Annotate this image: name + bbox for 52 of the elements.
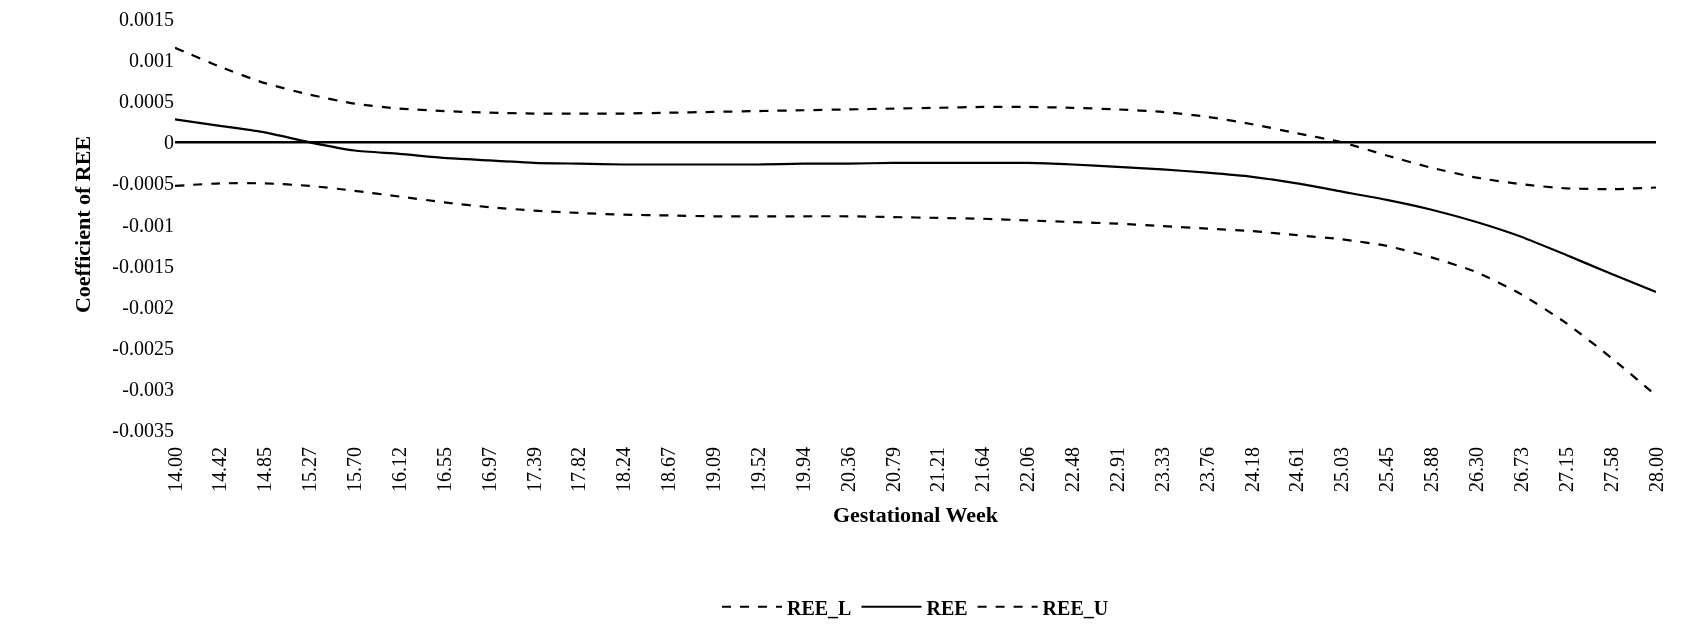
x-tick-label: 14.85 xyxy=(253,447,276,492)
y-tick-label: -0.002 xyxy=(122,295,174,318)
y-tick-label: 0.0005 xyxy=(119,90,174,113)
y-tick-label: -0.0005 xyxy=(112,172,174,195)
x-tick-label: 22.48 xyxy=(1061,447,1084,492)
x-tick-label: 21.21 xyxy=(926,447,949,492)
x-tick-label: 18.24 xyxy=(612,447,635,492)
x-tick-label: 25.88 xyxy=(1420,447,1443,492)
y-tick-label: -0.0015 xyxy=(112,254,174,277)
x-tick-label: 27.58 xyxy=(1599,447,1622,492)
y-tick-label: -0.0025 xyxy=(112,336,174,359)
x-tick-label: 18.67 xyxy=(657,447,680,492)
x-tick-label: 19.09 xyxy=(702,447,725,492)
x-tick-label: 15.70 xyxy=(343,447,366,492)
legend-label: REE xyxy=(926,596,968,619)
x-tick-label: 23.33 xyxy=(1150,447,1173,492)
x-axis-title: Gestational Week xyxy=(832,501,999,527)
x-tick-label: 16.12 xyxy=(387,447,410,492)
x-tick-label: 23.76 xyxy=(1195,447,1218,492)
line-series xyxy=(175,46,1656,191)
x-tick-label: 27.15 xyxy=(1554,447,1577,492)
x-tick-label: 14.42 xyxy=(208,447,231,492)
y-tick-label: -0.001 xyxy=(122,213,174,236)
x-tick-label: 28.00 xyxy=(1644,447,1667,492)
x-tick-label: 19.94 xyxy=(791,447,814,492)
x-tick-label: 17.82 xyxy=(567,447,590,492)
x-tick-label: 22.06 xyxy=(1016,447,1039,492)
x-tick-label: 24.61 xyxy=(1285,447,1308,492)
x-tick-label: 19.52 xyxy=(746,447,769,492)
y-tick-label: 0.001 xyxy=(129,49,174,72)
x-tick-label: 15.27 xyxy=(298,447,321,492)
x-tick-label: 24.18 xyxy=(1240,447,1263,492)
x-tick-label: 20.36 xyxy=(836,447,859,492)
x-tick-label: 17.39 xyxy=(522,447,545,492)
y-tick-label: -0.0035 xyxy=(112,419,174,441)
x-tick-label: 14.00 xyxy=(163,447,186,492)
legend-label: REE_L xyxy=(787,596,852,619)
x-tick-label: 21.64 xyxy=(971,447,994,492)
y-tick-label: 0.0015 xyxy=(119,8,174,30)
x-tick-label: 26.73 xyxy=(1509,447,1532,492)
x-tick-label: 25.45 xyxy=(1375,447,1398,492)
y-tick-label: -0.003 xyxy=(122,377,174,400)
y-tick-label: 0 xyxy=(164,131,174,154)
line-series xyxy=(175,118,1656,293)
x-tick-label: 20.79 xyxy=(881,447,904,492)
x-tick-label: 16.55 xyxy=(432,447,455,492)
legend-label: REE_U xyxy=(1042,596,1109,619)
y-axis-title: Coefficient of REE xyxy=(70,135,96,314)
x-tick-label: 25.03 xyxy=(1330,447,1353,492)
x-tick-label: 16.97 xyxy=(477,447,500,492)
x-tick-label: 22.91 xyxy=(1105,447,1128,492)
x-tick-label: 26.30 xyxy=(1464,447,1487,492)
